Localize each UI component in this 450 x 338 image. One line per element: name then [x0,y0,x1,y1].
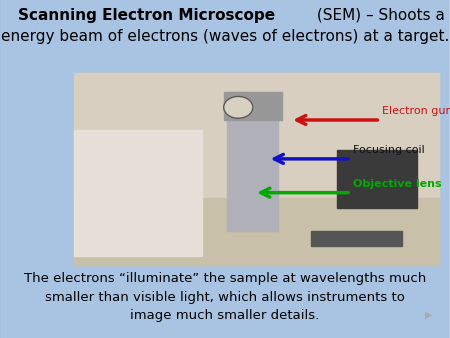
Text: Objective lens: Objective lens [353,178,442,189]
Text: Focusing coil: Focusing coil [353,145,425,155]
Text: Electron gun: Electron gun [382,106,450,116]
Text: The electrons “illuminate” the sample at wavelengths much
smaller than visible l: The electrons “illuminate” the sample at… [24,272,426,322]
Bar [224,92,282,120]
Bar [337,150,417,208]
Bar [227,92,279,231]
Text: ▶: ▶ [425,309,433,319]
Bar [74,198,439,265]
Bar [74,130,202,256]
Bar [311,231,402,246]
Text: energy beam of electrons (waves of electrons) at a target.: energy beam of electrons (waves of elect… [1,29,449,44]
Circle shape [224,96,253,118]
Text: Scanning Electron Microscope: Scanning Electron Microscope [18,8,275,23]
Text: (SEM) – Shoots a high: (SEM) – Shoots a high [312,8,450,23]
Bar [74,73,439,265]
Bar [74,73,439,198]
